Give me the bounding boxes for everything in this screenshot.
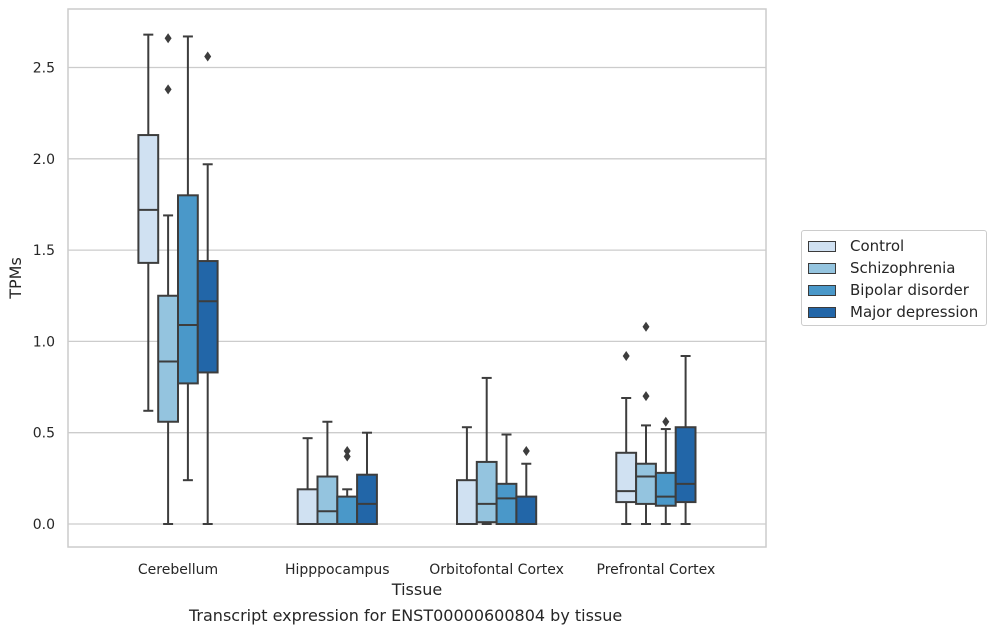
legend-item-schizophrenia: Schizophrenia — [808, 258, 955, 278]
box-hipppocampus-major-depression-iqr — [356, 473, 378, 525]
plot-area — [67, 8, 767, 548]
legend-swatch-major-depression — [808, 306, 836, 318]
box-cerebellum-schizophrenia-outlier-2 — [164, 33, 172, 44]
box-prefrontal-cortex-schizophrenia — [635, 321, 657, 525]
box-prefrontal-cortex-control — [615, 351, 638, 525]
legend-swatch-bipolar-disorder — [808, 284, 836, 296]
x-tick-label-orbitofontal-cortex: Orbitofontal Cortex — [429, 562, 564, 578]
box-orbitofontal-cortex-schizophrenia-iqr — [475, 460, 498, 524]
legend: Control Schizophrenia Bipolar disorder M… — [801, 230, 987, 326]
box-prefrontal-cortex-bipolar-disorder-outlier-1 — [662, 416, 670, 427]
y-tick-label-0-5: 0.5 — [33, 426, 55, 442]
y-tick-label-0-0: 0.0 — [33, 517, 55, 533]
box-hipppocampus-schizophrenia-iqr — [316, 475, 339, 525]
legend-item-major-depression: Major depression — [808, 302, 978, 322]
box-prefrontal-cortex-control-iqr — [615, 451, 638, 504]
boxes — [137, 33, 697, 526]
x-tick-labels: Cerebellum Hipppocampus Orbitofontal Corte… — [138, 562, 715, 578]
box-cerebellum-control-iqr — [137, 134, 160, 264]
box-hipppocampus-control-iqr — [296, 488, 319, 525]
y-tick-label-2-0: 2.0 — [33, 152, 55, 168]
box-cerebellum-major-depression-iqr — [196, 260, 219, 374]
box-orbitofontal-cortex-control-iqr — [456, 479, 478, 525]
box-prefrontal-cortex-schizophrenia-outlier-1 — [642, 391, 650, 402]
x-tick-label-hipppocampus: Hipppocampus — [285, 562, 390, 578]
box-orbitofontal-cortex-bipolar-disorder-iqr — [495, 482, 518, 526]
box-orbitofontal-cortex-major-depression — [515, 445, 538, 525]
box-hipppocampus-major-depression — [356, 431, 378, 525]
box-cerebellum-bipolar-disorder-iqr — [177, 194, 199, 385]
box-prefrontal-cortex-major-depression-iqr — [674, 426, 697, 504]
box-cerebellum-control — [137, 33, 160, 412]
box-prefrontal-cortex-schizophrenia-outlier-2 — [642, 321, 650, 332]
box-cerebellum-major-depression-outlier-1 — [204, 51, 212, 62]
y-axis-label: TPMs — [6, 257, 25, 300]
box-hipppocampus-bipolar-disorder — [336, 445, 359, 525]
x-tick-label-prefrontal-cortex: Prefrontal Cortex — [597, 562, 716, 578]
x-tick-label-cerebellum: Cerebellum — [138, 562, 218, 578]
legend-label-bipolar-disorder: Bipolar disorder — [850, 281, 969, 299]
box-cerebellum-major-depression — [196, 51, 219, 525]
legend-swatch-control — [808, 240, 836, 252]
box-prefrontal-cortex-schizophrenia-iqr — [635, 462, 657, 505]
box-prefrontal-cortex-bipolar-disorder-iqr — [654, 471, 677, 507]
legend-item-control: Control — [808, 236, 904, 256]
figure-caption: Transcript expression for ENST0000060080… — [189, 606, 623, 625]
legend-swatch-schizophrenia — [808, 262, 836, 274]
box-orbitofontal-cortex-major-depression-outlier-1 — [522, 445, 530, 456]
box-cerebellum-schizophrenia-outlier-1 — [164, 84, 172, 95]
y-tick-label-2-5: 2.5 — [33, 61, 55, 77]
legend-label-schizophrenia: Schizophrenia — [850, 259, 956, 277]
box-prefrontal-cortex-control-outlier-1 — [622, 351, 630, 362]
box-hipppocampus-bipolar-disorder-iqr — [336, 495, 359, 525]
legend-item-bipolar-disorder: Bipolar disorder — [808, 280, 969, 300]
box-cerebellum-schizophrenia-iqr — [157, 294, 179, 423]
box-cerebellum-bipolar-disorder — [177, 35, 199, 482]
box-orbitofontal-cortex-bipolar-disorder — [495, 433, 518, 526]
y-tick-labels: 0.0 0.5 1.0 1.5 2.0 2.5 — [33, 61, 55, 534]
box-hipppocampus-schizophrenia — [316, 420, 339, 525]
legend-label-major-depression: Major depression — [850, 303, 979, 321]
y-tick-label-1-5: 1.5 — [33, 243, 55, 259]
legend-label-control: Control — [850, 237, 905, 255]
x-axis-label: Tissue — [391, 580, 442, 599]
box-prefrontal-cortex-major-depression — [674, 355, 697, 525]
box-hipppocampus-bipolar-disorder-outlier-2 — [343, 445, 351, 456]
box-orbitofontal-cortex-major-depression-iqr — [515, 495, 538, 525]
y-tick-label-1-0: 1.0 — [33, 334, 55, 350]
box-hipppocampus-bipolar-disorder-outlier-1 — [343, 451, 351, 462]
